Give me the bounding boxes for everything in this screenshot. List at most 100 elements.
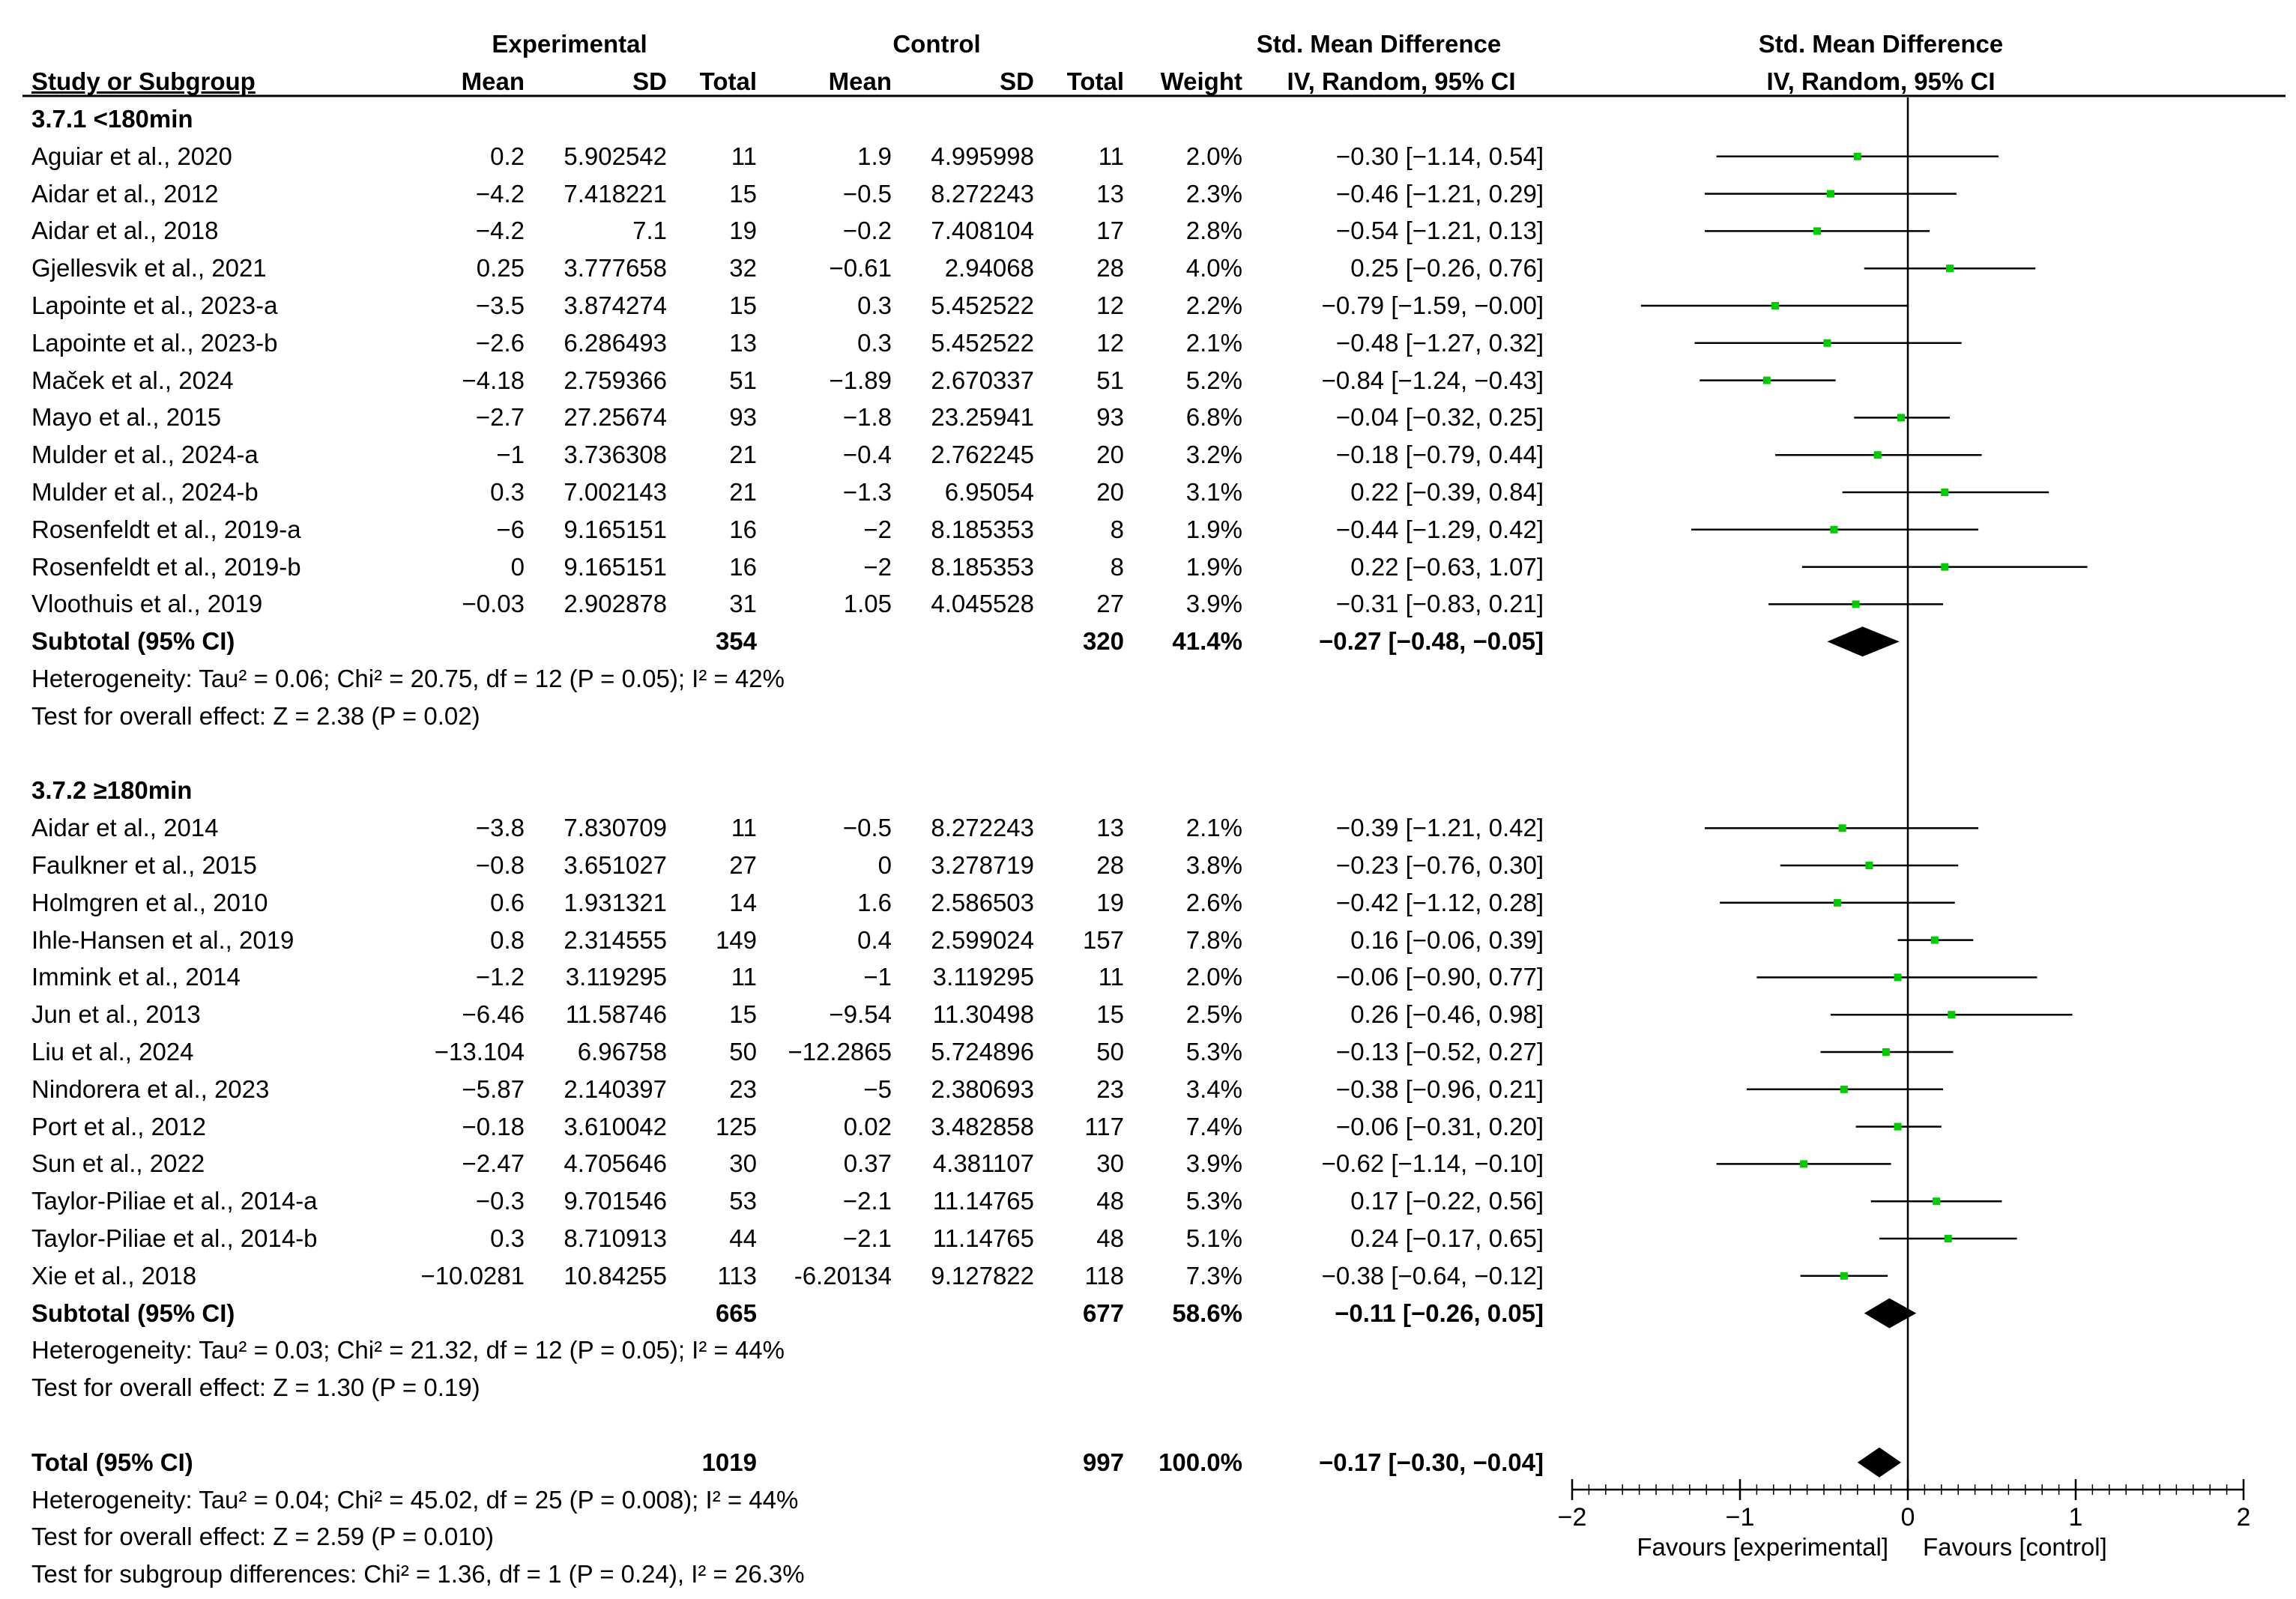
cell-csd: 2.599024 <box>931 925 1034 954</box>
cell-ci: −0.79 [−1.59, −0.00] <box>1321 291 1544 319</box>
cell-em: −3.5 <box>475 291 525 319</box>
cell-ci: −0.06 [−0.31, 0.20] <box>1335 1112 1544 1140</box>
point-estimate <box>1853 152 1861 160</box>
subtotal-en: 1019 <box>701 1448 757 1476</box>
cell-cn: 51 <box>1096 366 1124 394</box>
point-estimate <box>1762 376 1771 384</box>
cell-esd: 9.165151 <box>564 552 667 581</box>
cell-em: −13.104 <box>434 1038 525 1066</box>
cell-cn: 93 <box>1096 403 1124 432</box>
cell-en: 50 <box>729 1038 757 1066</box>
cell-cn: 19 <box>1096 888 1124 916</box>
cell-csd: 4.381107 <box>932 1149 1034 1178</box>
cell-ci: −0.46 [−1.21, 0.29] <box>1335 179 1544 208</box>
study-name: Aidar et al., 2012 <box>31 179 219 208</box>
cell-w: 2.0% <box>1185 142 1242 170</box>
cell-cn: 13 <box>1096 179 1124 208</box>
cell-csd: 5.724896 <box>931 1038 1034 1066</box>
cell-esd: 7.1 <box>632 217 667 245</box>
stats-note: Test for overall effect: Z = 2.59 (P = 0… <box>31 1523 494 1551</box>
cell-esd: 4.705646 <box>564 1149 667 1178</box>
cell-w: 1.9% <box>1185 552 1242 581</box>
cell-cn: 28 <box>1096 254 1124 282</box>
stats-note: Heterogeneity: Tau² = 0.06; Chi² = 20.75… <box>31 665 785 692</box>
study-name: Aidar et al., 2014 <box>31 814 219 842</box>
subtotal-label: Subtotal (95% CI) <box>31 1299 235 1327</box>
cell-cn: 157 <box>1082 925 1124 954</box>
point-estimate <box>1865 862 1873 869</box>
cell-ci: −0.54 [−1.21, 0.13] <box>1335 217 1544 245</box>
cell-ci: 0.24 [−0.17, 0.65] <box>1350 1224 1544 1252</box>
cell-cm: 1.9 <box>857 142 892 170</box>
smd-plot-header: Std. Mean Difference <box>1758 30 2004 58</box>
cell-csd: 4.045528 <box>931 590 1034 618</box>
cell-em: −4.2 <box>475 179 525 208</box>
cell-em: −4.18 <box>462 366 525 394</box>
cell-w: 2.2% <box>1185 291 1242 319</box>
cell-en: 15 <box>729 1000 757 1029</box>
cell-em: −2.7 <box>475 403 525 432</box>
cell-cm: 0.4 <box>857 925 892 954</box>
experimental-group-header: Experimental <box>492 30 647 58</box>
cell-w: 2.1% <box>1185 328 1242 357</box>
x-tick-label: 1 <box>2069 1503 2083 1532</box>
cell-en: 11 <box>731 814 757 842</box>
cell-en: 23 <box>729 1074 757 1103</box>
cell-w: 5.1% <box>1185 1224 1242 1252</box>
cell-esd: 3.610042 <box>564 1112 667 1140</box>
cell-csd: 11.14765 <box>932 1224 1034 1252</box>
subtotal-en: 665 <box>715 1299 757 1327</box>
cell-csd: 2.586503 <box>931 888 1034 916</box>
cell-csd: 8.185353 <box>931 515 1034 543</box>
point-estimate <box>1946 265 1954 273</box>
subtotal-cn: 677 <box>1082 1299 1124 1327</box>
cell-csd: 11.14765 <box>932 1187 1034 1215</box>
stats-note: Heterogeneity: Tau² = 0.04; Chi² = 45.02… <box>31 1485 799 1514</box>
cell-cn: 20 <box>1096 441 1124 469</box>
point-estimate <box>1771 302 1780 309</box>
cell-w: 2.0% <box>1185 963 1242 991</box>
point-estimate <box>1873 451 1882 459</box>
exp-sd-header: SD <box>632 67 667 95</box>
favours-experimental-label: Favours [experimental] <box>1637 1533 1888 1561</box>
point-estimate <box>1933 1197 1941 1206</box>
cell-cn: 118 <box>1084 1261 1124 1290</box>
cell-en: 21 <box>729 478 757 506</box>
cell-cm: 0.3 <box>857 291 892 319</box>
ci-plot-header: IV, Random, 95% CI <box>1766 67 1996 95</box>
subtotal-w: 58.6% <box>1172 1299 1242 1327</box>
cell-en: 14 <box>729 888 757 916</box>
cell-cm: −1.89 <box>829 366 892 394</box>
point-estimate <box>1840 1085 1848 1093</box>
cell-w: 5.3% <box>1185 1038 1242 1066</box>
x-tick-label: −2 <box>1558 1503 1587 1532</box>
study-name: Sun et al., 2022 <box>31 1149 205 1178</box>
cell-cn: 48 <box>1096 1187 1124 1215</box>
cell-en: 32 <box>729 254 757 282</box>
cell-cm: 1.6 <box>857 888 892 916</box>
cell-ci: 0.22 [−0.63, 1.07] <box>1350 552 1544 581</box>
cell-esd: 9.701546 <box>564 1187 667 1215</box>
cell-en: 15 <box>729 291 757 319</box>
subtotal-ci: −0.17 [−0.30, −0.04] <box>1319 1448 1544 1476</box>
cell-esd: 3.119295 <box>565 963 667 991</box>
cell-cm: −1 <box>863 963 892 991</box>
cell-csd: 5.452522 <box>931 291 1034 319</box>
cell-w: 3.9% <box>1185 1149 1242 1178</box>
cell-cm: −5 <box>863 1074 892 1103</box>
cell-em: −0.18 <box>462 1112 525 1140</box>
smd-column-header: Std. Mean Difference <box>1256 30 1502 58</box>
cell-esd: 2.140397 <box>564 1074 667 1103</box>
cell-csd: 8.272243 <box>931 814 1034 842</box>
cell-w: 7.3% <box>1185 1261 1242 1290</box>
cell-w: 5.3% <box>1185 1187 1242 1215</box>
cell-cm: −2.1 <box>842 1224 892 1252</box>
study-name: Aguiar et al., 2020 <box>31 142 232 170</box>
cell-cn: 48 <box>1096 1224 1124 1252</box>
cell-esd: 2.314555 <box>564 925 667 954</box>
stats-note: Test for subgroup differences: Chi² = 1.… <box>31 1560 805 1589</box>
cell-cm: 0.3 <box>857 328 892 357</box>
study-name: Lapointe et al., 2023-b <box>31 328 278 357</box>
study-name: Taylor-Piliae et al., 2014-a <box>31 1187 318 1215</box>
cell-en: 21 <box>729 441 757 469</box>
